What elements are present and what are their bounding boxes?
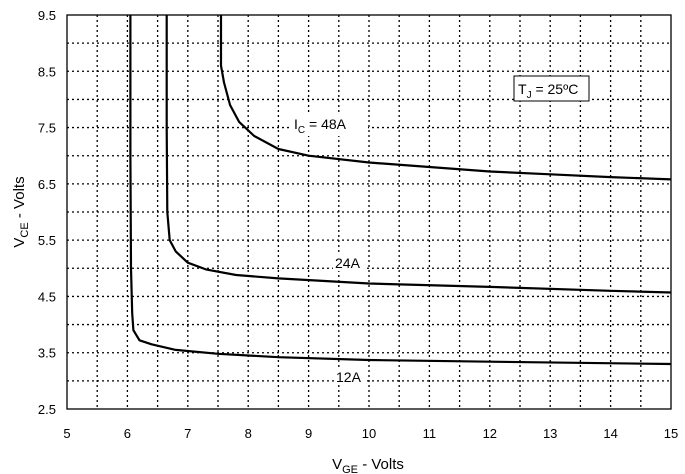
plot-area bbox=[66, 14, 672, 410]
series-label-24a: 24A bbox=[333, 254, 365, 271]
series-line-48a bbox=[219, 15, 672, 181]
x-tick-label: 10 bbox=[362, 426, 376, 441]
y-tick-label: 6.5 bbox=[38, 177, 56, 192]
y-tick-label: 8.5 bbox=[38, 64, 56, 79]
y-tick-label: 5.5 bbox=[38, 233, 56, 248]
series-label-24a-text: 24A bbox=[335, 255, 361, 271]
series-line-24a bbox=[165, 15, 672, 294]
x-tick-label: 7 bbox=[184, 426, 191, 441]
x-tick-label: 15 bbox=[664, 426, 678, 441]
series-label-48a-bg bbox=[291, 114, 368, 136]
tj-annotation-box bbox=[513, 75, 590, 102]
x-tick-label: 14 bbox=[603, 426, 617, 441]
series-line-12a bbox=[129, 15, 672, 366]
series-label-24a-bg bbox=[333, 254, 365, 271]
x-tick-label: 13 bbox=[543, 426, 557, 441]
tj-annotation-text: TJ = 25ºC bbox=[518, 81, 578, 101]
y-tick-label: 2.5 bbox=[38, 402, 56, 417]
y-tick-labels: 2.5 3.5 4.5 5.5 6.5 7.5 8.5 9.5 bbox=[38, 8, 56, 417]
x-tick-labels: 5 6 7 8 9 10 11 12 13 14 15 bbox=[63, 426, 678, 441]
x-tick-label: 8 bbox=[245, 426, 252, 441]
series-curves bbox=[129, 15, 672, 366]
series-label-12a-text: 12A bbox=[336, 369, 362, 385]
plot-frame bbox=[66, 14, 672, 410]
tj-annotation: TJ = 25ºC bbox=[513, 75, 590, 102]
y-tick-label: 7.5 bbox=[38, 121, 56, 136]
x-tick-label: 9 bbox=[305, 426, 312, 441]
x-tick-label: 5 bbox=[63, 426, 70, 441]
y-tick-label: 3.5 bbox=[38, 346, 56, 361]
series-label-12a: 12A bbox=[334, 368, 366, 385]
x-tick-label: 6 bbox=[124, 426, 131, 441]
x-tick-label: 12 bbox=[483, 426, 497, 441]
y-axis-label: VCE - Volts bbox=[11, 176, 31, 247]
x-tick-label: 11 bbox=[423, 426, 437, 441]
y-tick-label: 4.5 bbox=[38, 289, 56, 304]
series-label-48a-text: IC = 48A bbox=[294, 116, 347, 136]
y-tick-label: 9.5 bbox=[38, 8, 56, 23]
series-label-48a: IC = 48A bbox=[291, 114, 368, 136]
series-label-12a-bg bbox=[334, 368, 366, 385]
x-axis-label: VGE - Volts bbox=[332, 456, 404, 474]
